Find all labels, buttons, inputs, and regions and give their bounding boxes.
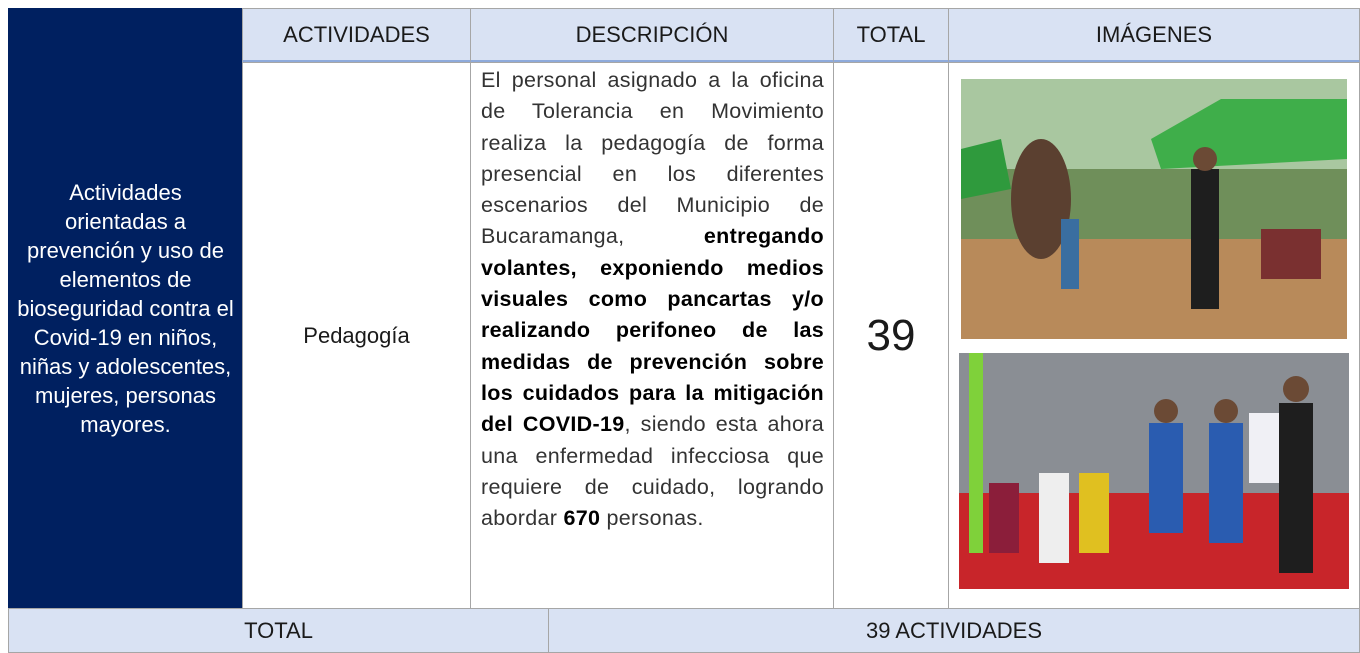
photo [959,353,1349,589]
header-cell: IMÁGENES [948,8,1360,63]
footer-text: 39 ACTIVIDADES [865,617,1043,643]
images-cell [948,62,1360,609]
header-text: TOTAL [856,21,926,47]
description-text: , siendo esta ahora una enfermedad infec… [481,412,825,531]
footer-cell: TOTAL [8,608,549,653]
header-cell: TOTAL [833,8,949,63]
header-text: ACTIVIDADES [283,21,430,47]
footer-text: TOTAL [244,617,313,643]
header-text: DESCRIPCIÓN [575,21,729,47]
description-text: El personal asignado a la oficina de Tol… [481,68,824,249]
description-text: personas. [600,506,704,531]
category-cell: Actividades orientadas a prevención y us… [8,8,243,609]
header-cell: DESCRIPCIÓN [470,8,834,63]
footer-cell: 39 ACTIVIDADES [548,608,1360,653]
header-cell: ACTIVIDADES [242,8,471,63]
total-text: 39 [866,310,916,360]
description-cell: El personal asignado a la oficina de Tol… [470,62,834,609]
description-text: entregando volantes, exponiendo medios v… [481,224,824,437]
activity-cell: Pedagogía [242,62,471,609]
description-text: 670 [563,506,601,531]
total-cell: 39 [833,62,949,609]
photo [961,79,1347,339]
category-text: Actividades orientadas a prevención y us… [17,180,234,437]
activity-text: Pedagogía [303,322,410,348]
header-text: IMÁGENES [1095,21,1213,47]
